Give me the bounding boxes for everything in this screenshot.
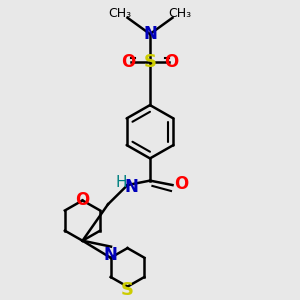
Text: H: H: [115, 175, 127, 190]
Text: N: N: [104, 246, 118, 264]
Text: CH₃: CH₃: [108, 8, 132, 20]
Text: O: O: [174, 175, 189, 193]
Text: O: O: [121, 53, 136, 71]
Text: CH₃: CH₃: [168, 8, 192, 20]
Text: N: N: [124, 178, 138, 196]
Text: S: S: [143, 53, 157, 71]
Text: S: S: [121, 280, 134, 298]
Text: N: N: [143, 25, 157, 43]
Text: O: O: [164, 53, 179, 71]
Text: O: O: [75, 191, 90, 209]
